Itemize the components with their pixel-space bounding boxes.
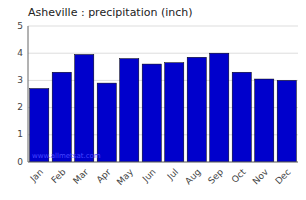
grid-line bbox=[28, 162, 298, 163]
x-tick-label: Jan bbox=[28, 167, 46, 185]
x-tick-label: Feb bbox=[49, 167, 68, 186]
chart-svg: Asheville : precipitation (inch) 0 1 2 3 4 5 Ja… bbox=[0, 0, 306, 200]
bar bbox=[120, 59, 139, 162]
y-axis-line bbox=[28, 26, 29, 162]
bar bbox=[30, 89, 49, 162]
y-tick-label: 2 bbox=[17, 102, 23, 112]
grid-line bbox=[28, 53, 298, 54]
watermark: www.allmetsat.com bbox=[32, 152, 101, 160]
y-tick-label: 4 bbox=[17, 48, 23, 58]
title: Asheville : precipitation (inch) bbox=[28, 6, 193, 19]
y-tick-label: 0 bbox=[17, 157, 23, 167]
bar bbox=[232, 72, 251, 162]
x-tick-label: Sep bbox=[206, 167, 225, 186]
bar bbox=[75, 55, 94, 162]
x-tick-label: Apr bbox=[95, 167, 113, 185]
bar bbox=[142, 64, 161, 162]
bar bbox=[210, 53, 229, 162]
chart-container: Asheville : precipitation (inch) 0 1 2 3 4 5 Ja… bbox=[0, 0, 306, 200]
bars bbox=[30, 53, 297, 162]
y-tick-label: 3 bbox=[17, 75, 23, 85]
x-axis-line bbox=[28, 162, 298, 163]
x-tick-label: Aug bbox=[183, 167, 203, 187]
x-tick-label: May bbox=[115, 166, 136, 187]
bar bbox=[277, 80, 296, 162]
grid-line bbox=[28, 26, 298, 27]
bar bbox=[255, 79, 274, 162]
bar bbox=[97, 83, 116, 162]
bar bbox=[165, 63, 184, 162]
bar bbox=[52, 72, 71, 162]
x-tick-label: Jun bbox=[140, 167, 158, 185]
x-tick-label: Nov bbox=[251, 166, 271, 186]
x-tick-label: Mar bbox=[71, 167, 90, 186]
x-tick-label: Dec bbox=[273, 167, 292, 186]
bar bbox=[187, 57, 206, 162]
x-tick-label: Oct bbox=[230, 167, 248, 185]
y-tick-label: 1 bbox=[17, 129, 23, 139]
y-tick-label: 5 bbox=[17, 21, 23, 31]
x-tick-label: Jul bbox=[165, 167, 180, 182]
